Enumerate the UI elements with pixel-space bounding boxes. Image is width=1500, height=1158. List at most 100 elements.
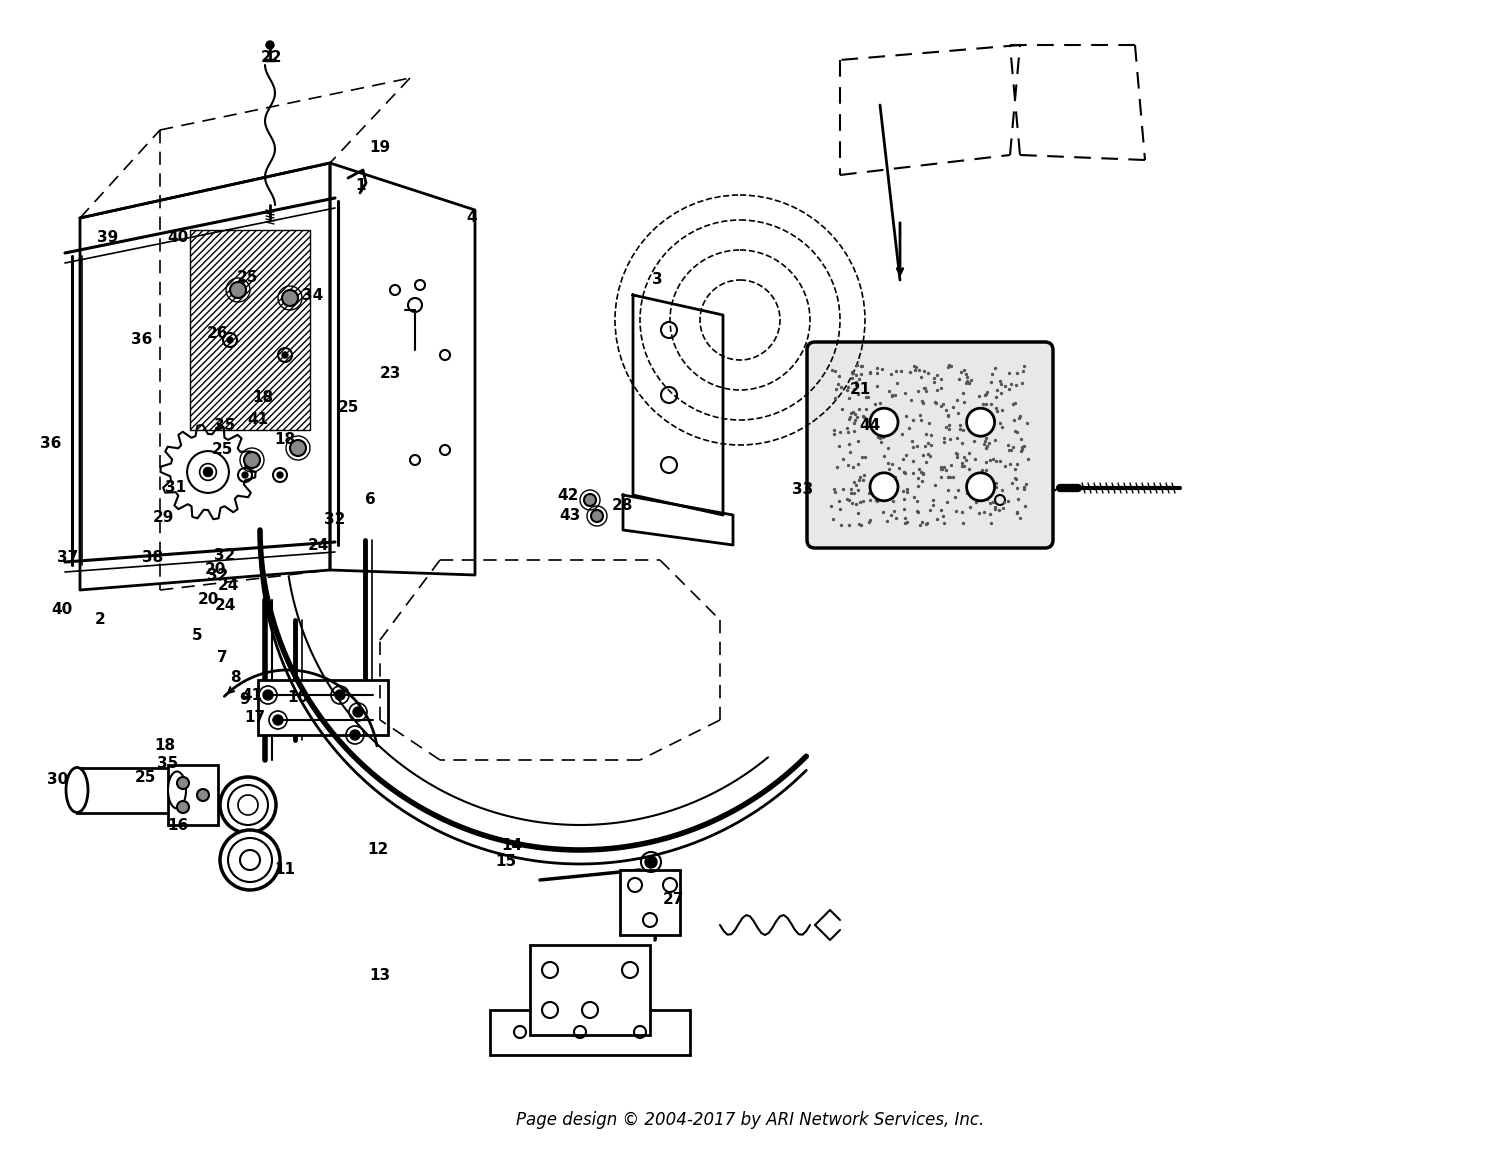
Point (894, 406, 918, 425)
Point (982, 499, 1006, 518)
Point (892, 464, 916, 483)
Text: 21: 21 (849, 382, 870, 397)
Point (910, 391, 934, 410)
Point (822, 479, 846, 498)
Point (974, 460, 998, 478)
Point (884, 510, 908, 528)
Text: 16: 16 (168, 818, 189, 833)
Circle shape (262, 690, 273, 699)
Text: 14: 14 (501, 837, 522, 852)
Point (908, 406, 932, 425)
Point (864, 481, 888, 499)
Point (975, 470, 999, 489)
Text: 25: 25 (338, 401, 358, 416)
Point (946, 481, 970, 499)
Point (902, 463, 926, 482)
Text: 8: 8 (230, 670, 240, 686)
Point (819, 497, 843, 515)
Point (864, 486, 888, 505)
Point (968, 504, 992, 522)
Point (980, 513, 1004, 532)
Text: 12: 12 (368, 843, 388, 858)
Circle shape (266, 41, 274, 49)
Point (921, 491, 945, 510)
Point (871, 427, 895, 446)
Point (846, 384, 870, 403)
Point (981, 492, 1005, 511)
Point (951, 383, 975, 402)
Text: 42: 42 (558, 488, 579, 503)
Point (884, 361, 908, 380)
Point (982, 359, 1006, 378)
Point (1011, 361, 1035, 380)
Point (900, 390, 924, 409)
Point (990, 383, 1014, 402)
Point (963, 449, 987, 468)
Point (853, 409, 877, 427)
Point (998, 455, 1022, 474)
Point (1004, 375, 1028, 394)
Point (952, 393, 976, 411)
Circle shape (645, 856, 657, 868)
Point (842, 364, 866, 382)
Point (951, 456, 975, 475)
Point (968, 410, 992, 428)
Point (842, 484, 866, 503)
Text: 20: 20 (198, 593, 219, 608)
Point (908, 515, 932, 534)
Point (837, 490, 861, 508)
Point (948, 362, 972, 381)
Point (858, 364, 882, 382)
Point (844, 494, 868, 513)
Point (846, 356, 870, 374)
Point (978, 505, 1002, 523)
Point (843, 411, 867, 430)
Point (974, 404, 998, 423)
Point (1011, 479, 1035, 498)
Point (999, 440, 1023, 459)
Point (846, 482, 870, 500)
Point (928, 396, 952, 415)
Point (938, 416, 962, 434)
Point (902, 411, 926, 430)
Point (954, 365, 978, 383)
Point (1005, 455, 1029, 474)
Point (910, 466, 934, 484)
Point (914, 437, 938, 455)
Circle shape (870, 472, 898, 500)
Point (1002, 438, 1026, 456)
Point (915, 514, 939, 533)
Point (946, 371, 970, 389)
Point (987, 372, 1011, 390)
Point (962, 484, 986, 503)
Point (879, 365, 903, 383)
Point (827, 366, 850, 384)
Point (1010, 430, 1034, 448)
Text: 2: 2 (94, 613, 105, 628)
Point (984, 400, 1008, 418)
Point (873, 490, 897, 508)
Text: 25: 25 (135, 770, 156, 785)
FancyBboxPatch shape (807, 342, 1053, 548)
Circle shape (230, 283, 246, 298)
Point (864, 491, 888, 510)
Text: 24: 24 (217, 578, 238, 593)
Point (880, 492, 904, 511)
Text: 18: 18 (274, 432, 296, 447)
Point (891, 500, 915, 519)
Point (837, 434, 861, 453)
Point (984, 402, 1008, 420)
Point (932, 457, 956, 476)
Point (951, 447, 975, 466)
Point (867, 394, 891, 412)
Text: 25: 25 (211, 442, 232, 457)
Point (847, 369, 871, 388)
Point (828, 423, 852, 441)
Point (842, 380, 866, 398)
Point (897, 418, 921, 437)
Point (922, 393, 946, 411)
Point (1005, 423, 1029, 441)
Text: 4: 4 (466, 211, 477, 226)
Point (874, 485, 898, 504)
Circle shape (244, 452, 260, 468)
